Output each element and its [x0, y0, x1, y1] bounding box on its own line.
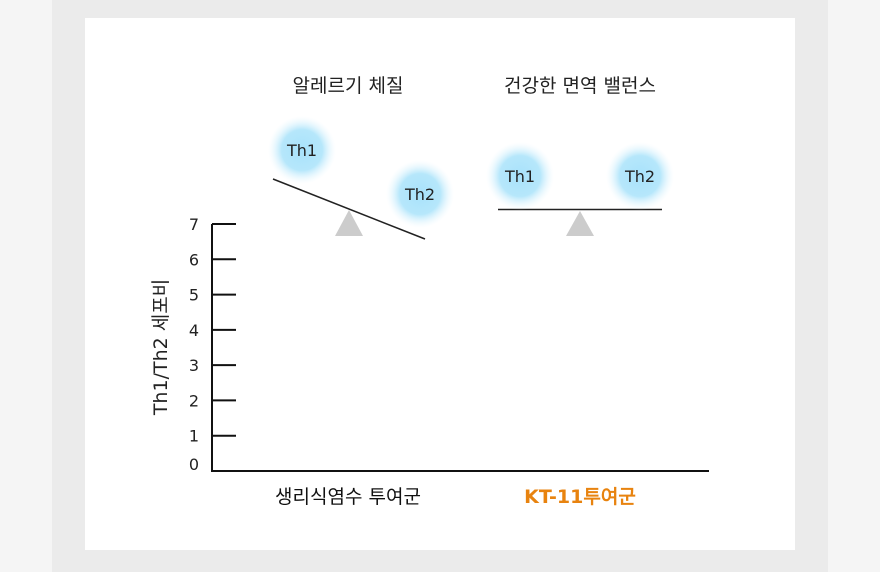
diagram-title-balance: 건강한 면역 밸런스 — [504, 75, 656, 97]
fulcrum-triangle — [566, 211, 594, 236]
seesaw-beam — [272, 178, 426, 240]
th1-bubble — [486, 142, 554, 210]
th2-label: Th2 — [404, 185, 435, 204]
y-tick-label: 5 — [189, 286, 199, 305]
th2-bubble — [606, 142, 674, 210]
th1-bubble — [268, 116, 336, 184]
th2-label: Th2 — [624, 167, 655, 186]
y-axis-label: Th1/Th2 세포비 — [150, 279, 172, 416]
th2-bubble — [386, 160, 454, 228]
y-tick-label: 7 — [189, 215, 199, 234]
th1-label: Th1 — [286, 141, 317, 160]
seesaw-tilted: Th1 Th2 — [268, 116, 454, 240]
y-tick-label: 0 — [189, 455, 199, 474]
x-category-label: 생리식염수 투여군 — [275, 486, 421, 508]
diagram-title-allergy: 알레르기 체질 — [293, 75, 404, 97]
y-tick-label: 6 — [189, 250, 199, 269]
seesaw-balanced: Th1 Th2 — [486, 142, 674, 236]
chart-card — [85, 18, 795, 550]
y-tick-label: 4 — [189, 321, 199, 340]
y-tick-label: 3 — [189, 356, 199, 375]
y-tick-label: 2 — [189, 391, 199, 410]
th1-label: Th1 — [504, 167, 535, 186]
y-tick-label: 1 — [189, 427, 199, 446]
fulcrum-triangle — [335, 210, 363, 236]
x-category-label: KT-11투여군 — [524, 486, 636, 508]
